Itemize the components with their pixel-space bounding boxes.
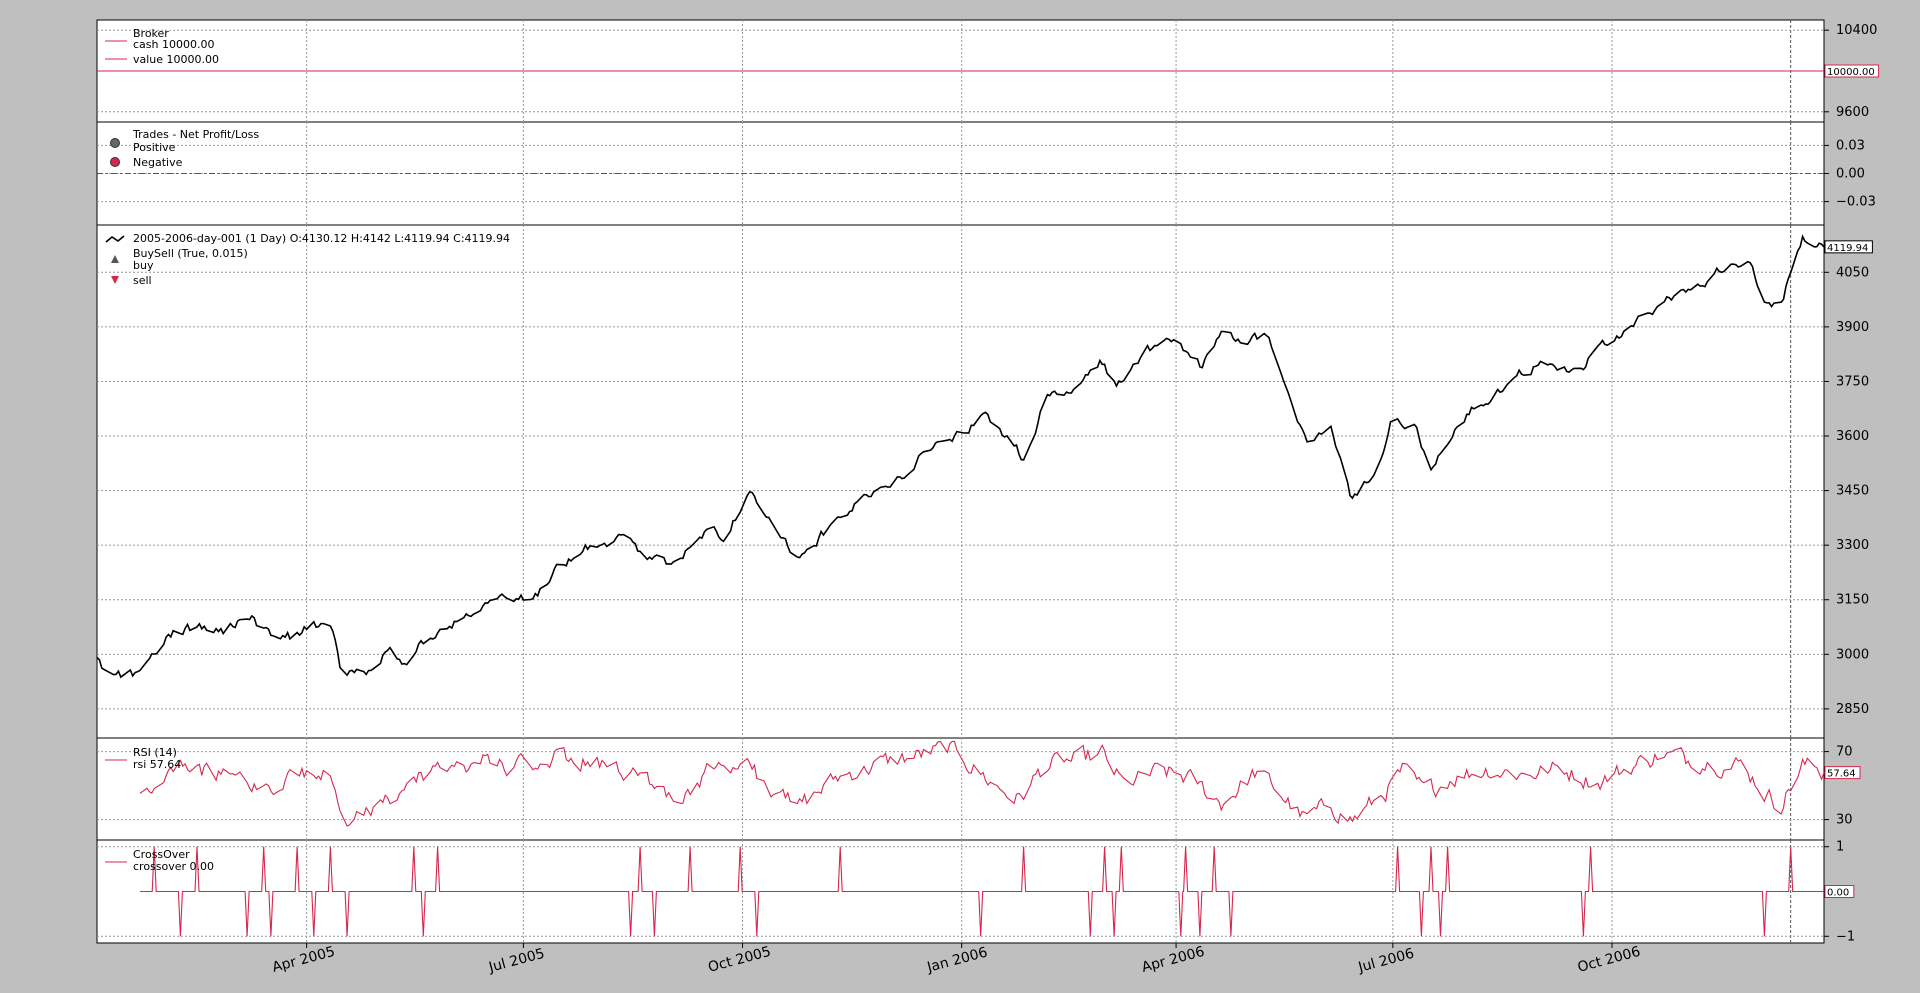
crossover-legend-value: crossover 0.00 <box>133 860 214 873</box>
rsi-last-value-box <box>1824 766 1861 780</box>
y-tick-label: 10400 <box>1836 23 1877 38</box>
y-tick-label: 3750 <box>1836 374 1869 389</box>
price-last-value: 4119.94 <box>1827 243 1868 254</box>
y-tick-label: 2850 <box>1836 702 1869 717</box>
x-tick-label: Jul 2006 <box>1356 946 1416 976</box>
x-tick-label: Jan 2006 <box>925 944 990 976</box>
broker-legend-title: Broker <box>133 27 169 40</box>
sell-marker-icon <box>111 276 119 284</box>
crossover-last-value-box <box>1824 885 1855 898</box>
y-tick-label: 4050 <box>1836 265 1869 280</box>
broker-last-value: 10000.00 <box>1827 67 1875 78</box>
rsi-legend-title: RSI (14) <box>133 746 177 759</box>
positive-marker-icon <box>110 138 120 148</box>
y-tick-label: 3900 <box>1836 320 1869 335</box>
x-tick-label: Apr 2005 <box>271 944 337 976</box>
trades-legend-title: Trades - Net Profit/Loss <box>132 128 259 141</box>
y-tick-label: 3450 <box>1836 484 1869 499</box>
y-tick-label: 0.03 <box>1836 138 1865 153</box>
crossover-last-value: 0.00 <box>1827 888 1849 899</box>
rsi-series-line <box>139 740 1825 827</box>
broker-legend-value: value 10000.00 <box>133 53 219 66</box>
y-tick-label: 1 <box>1836 840 1844 855</box>
y-tick-label: 3000 <box>1836 647 1869 662</box>
y-tick-label: −0.03 <box>1836 195 1876 210</box>
buysell-legend-buy: buy <box>133 259 154 272</box>
x-tick-label: Jul 2005 <box>486 946 546 976</box>
x-tick-label: Apr 2006 <box>1140 944 1206 976</box>
y-tick-label: 0.00 <box>1836 167 1865 182</box>
y-tick-label: −1 <box>1836 929 1855 944</box>
price-last-value-box <box>1824 240 1873 254</box>
buysell-legend-title: BuySell (True, 0.015) <box>133 247 248 260</box>
panel-2-frame <box>96 224 1825 739</box>
x-tick-label: Oct 2005 <box>706 944 772 976</box>
x-tick-label: Oct 2006 <box>1576 944 1642 976</box>
trades-legend-positive: Positive <box>133 141 176 154</box>
crossover-series-line <box>139 846 1824 937</box>
price-legend-swatch <box>105 235 125 243</box>
rsi-last-value: 57.64 <box>1827 769 1856 780</box>
broker-last-value-box <box>1824 64 1880 78</box>
y-tick-label: 3600 <box>1836 429 1869 444</box>
crossover-legend-title: CrossOver <box>133 848 190 861</box>
broker-legend-cash: cash 10000.00 <box>133 38 214 51</box>
y-tick-label: 9600 <box>1836 105 1869 120</box>
y-tick-label: 3150 <box>1836 593 1869 608</box>
y-tick-label: 70 <box>1836 745 1853 760</box>
panel-3-frame <box>96 737 1825 841</box>
price-legend-data: 2005-2006-day-001 (1 Day) O:4130.12 H:41… <box>133 232 510 245</box>
price-series-line <box>96 234 1825 679</box>
trades-legend-negative: Negative <box>133 156 183 169</box>
buy-marker-icon <box>111 255 119 263</box>
rsi-legend-value: rsi 57.64 <box>133 758 181 771</box>
y-tick-label: 3300 <box>1836 538 1869 553</box>
negative-marker-icon <box>110 157 120 167</box>
y-tick-label: 30 <box>1836 813 1853 828</box>
buysell-legend-sell: sell <box>133 274 152 287</box>
